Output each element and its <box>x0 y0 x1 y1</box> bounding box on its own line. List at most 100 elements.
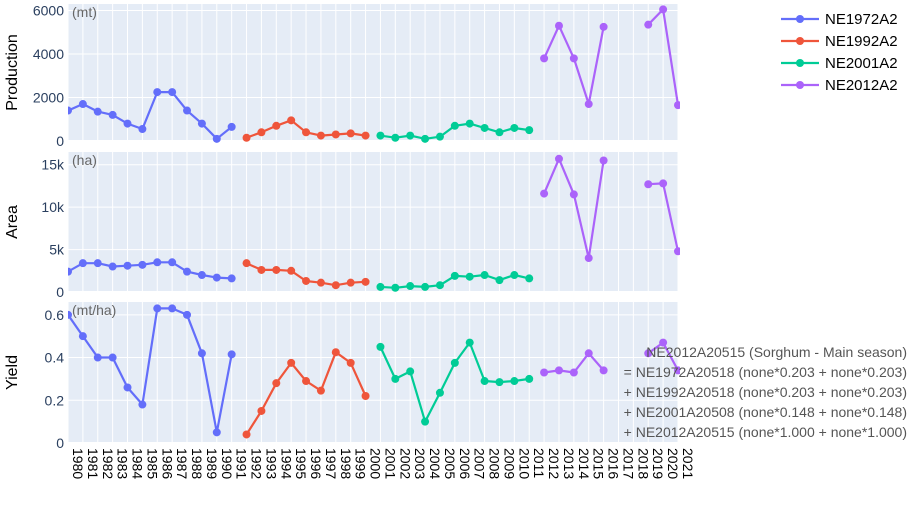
x-tick-label: 1981 <box>85 448 101 479</box>
data-point-NE2001A2 <box>450 121 459 130</box>
data-point-NE1972A2 <box>197 271 206 280</box>
data-point-NE1972A2 <box>183 267 192 276</box>
data-point-NE1972A2 <box>168 88 177 97</box>
legend-label: NE1992A2 <box>825 33 898 50</box>
data-point-NE2001A2 <box>391 283 400 292</box>
data-point-NE1972A2 <box>108 262 117 271</box>
y-tick-label: 0 <box>56 435 64 451</box>
data-point-NE2001A2 <box>421 417 430 426</box>
data-point-NE1972A2 <box>153 258 162 267</box>
unit-label-production: (mt) <box>72 4 97 20</box>
x-tick-label: 1994 <box>278 448 294 479</box>
data-point-NE2012A2 <box>644 349 653 358</box>
data-point-NE2001A2 <box>525 374 534 383</box>
data-point-NE1972A2 <box>93 353 102 362</box>
data-point-NE2001A2 <box>480 377 489 386</box>
data-point-NE2012A2 <box>644 180 653 189</box>
data-point-NE1992A2 <box>302 128 311 137</box>
x-tick-label: 2009 <box>501 448 517 479</box>
data-point-NE1992A2 <box>331 281 340 290</box>
x-tick-label: 2021 <box>680 448 696 479</box>
legend-item-NE2001A2[interactable]: NE2001A2 <box>781 55 898 72</box>
y-tick-label: 2000 <box>33 90 64 106</box>
x-tick-label: 2015 <box>591 448 607 479</box>
data-point-NE2001A2 <box>495 128 504 137</box>
plot-background-area <box>68 152 678 292</box>
data-point-NE1992A2 <box>257 406 266 415</box>
data-point-NE2001A2 <box>465 119 474 128</box>
data-point-NE1992A2 <box>361 277 370 286</box>
data-point-NE1972A2 <box>138 260 147 269</box>
x-tick-label: 2007 <box>472 448 488 479</box>
legend-item-NE1992A2[interactable]: NE1992A2 <box>781 33 898 50</box>
series-line-NE1972A2 <box>68 307 233 434</box>
panel-production: 0 2000 4000 6000 (mt) Production <box>4 3 680 149</box>
legend-swatch-marker <box>796 15 804 23</box>
legend-swatch-marker <box>796 59 804 67</box>
data-point-NE2012A2 <box>674 366 680 375</box>
y-axis-title-production: Production <box>4 34 21 111</box>
data-point-NE2001A2 <box>376 282 385 291</box>
data-point-NE2012A2 <box>644 20 653 29</box>
data-point-NE1992A2 <box>287 266 296 275</box>
legend-item-NE2012A2[interactable]: NE2012A2 <box>781 77 898 94</box>
data-point-NE2001A2 <box>510 123 519 132</box>
data-point-NE1972A2 <box>153 304 162 313</box>
data-point-NE1972A2 <box>78 100 87 109</box>
data-point-NE1972A2 <box>78 259 87 268</box>
data-point-NE1992A2 <box>302 377 311 386</box>
x-tick-label: 2014 <box>576 448 592 479</box>
data-point-NE2012A2 <box>659 5 668 14</box>
data-point-NE1972A2 <box>183 310 192 319</box>
data-point-NE2012A2 <box>569 54 578 63</box>
data-point-NE2001A2 <box>480 271 489 280</box>
data-point-NE1972A2 <box>123 119 132 128</box>
data-point-NE2012A2 <box>599 366 608 375</box>
data-point-NE1972A2 <box>138 400 147 409</box>
data-point-NE1992A2 <box>331 348 340 357</box>
data-point-NE1972A2 <box>227 350 236 359</box>
x-tick-label: 1987 <box>174 448 190 479</box>
data-point-NE1992A2 <box>346 358 355 367</box>
data-point-NE1972A2 <box>153 88 162 97</box>
x-tick-label: 2003 <box>412 448 428 479</box>
x-tick-label: 1984 <box>130 448 146 479</box>
x-tick-label: 2010 <box>516 448 532 479</box>
x-tick-label: 1990 <box>219 448 235 479</box>
data-point-NE1972A2 <box>78 332 87 341</box>
data-point-NE1972A2 <box>168 304 177 313</box>
x-tick-label: 1989 <box>204 448 220 479</box>
data-point-NE2012A2 <box>599 22 608 31</box>
plot-background-yield <box>68 302 678 443</box>
data-point-NE2012A2 <box>569 190 578 199</box>
data-point-NE2012A2 <box>540 368 549 377</box>
data-point-NE1972A2 <box>68 106 72 115</box>
annotation-line: + NE2001A20508 (none*0.148 + none*0.148) <box>624 404 907 420</box>
data-point-NE2012A2 <box>554 366 563 375</box>
data-point-NE1972A2 <box>93 259 102 268</box>
legend-label: NE2001A2 <box>825 55 898 72</box>
data-point-NE2001A2 <box>510 271 519 280</box>
x-tick-label: 1982 <box>100 448 116 479</box>
data-point-NE2001A2 <box>435 132 444 141</box>
data-point-NE2001A2 <box>450 358 459 367</box>
x-tick-label: 2006 <box>457 448 473 479</box>
data-point-NE2012A2 <box>599 156 608 165</box>
data-point-NE1972A2 <box>123 261 132 270</box>
annotation-line: + NE2012A20515 (none*1.000 + none*1.000) <box>624 424 907 440</box>
data-point-NE2001A2 <box>525 274 534 283</box>
x-tick-label: 2013 <box>561 448 577 479</box>
data-point-NE1972A2 <box>68 267 72 276</box>
x-tick-label: 1993 <box>263 448 279 479</box>
data-point-NE2001A2 <box>376 342 385 351</box>
data-point-NE2001A2 <box>525 126 534 135</box>
data-point-NE2001A2 <box>435 281 444 290</box>
legend-item-NE1972A2[interactable]: NE1972A2 <box>781 11 898 28</box>
data-point-NE2012A2 <box>554 154 563 163</box>
series-group-yield <box>68 304 680 439</box>
x-tick-label: 2016 <box>606 448 622 479</box>
x-tick-label: 2019 <box>650 448 666 479</box>
panel-area: 0 5k 10k 15k (ha) Area <box>4 152 680 300</box>
annotation-line: + NE1992A20518 (none*0.203 + none*0.203) <box>624 384 907 400</box>
x-tick-label: 2000 <box>368 448 384 479</box>
